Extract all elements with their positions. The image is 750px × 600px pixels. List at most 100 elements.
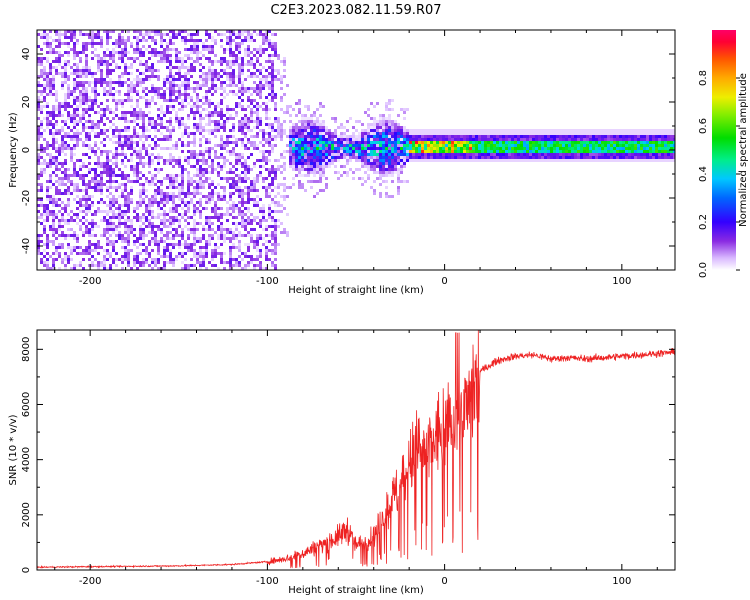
heatmap-cell: [403, 159, 406, 162]
heatmap-cell: [127, 225, 130, 228]
heatmap-cell: [226, 228, 229, 231]
heatmap-cell: [172, 42, 175, 45]
heatmap-cell: [316, 108, 319, 111]
heatmap-cell: [124, 45, 127, 48]
heatmap-cell: [256, 33, 259, 36]
heatmap-cell: [271, 264, 274, 267]
heatmap-cell: [289, 105, 292, 108]
heatmap-cell: [211, 183, 214, 186]
heatmap-cell: [262, 39, 265, 42]
heatmap-cell: [91, 225, 94, 228]
heatmap-cell: [109, 36, 112, 39]
heatmap-cell: [85, 198, 88, 201]
heatmap-cell: [139, 63, 142, 66]
heatmap-cell: [46, 42, 49, 45]
heatmap-cell: [196, 159, 199, 162]
heatmap-cell: [193, 252, 196, 255]
heatmap-cell: [73, 246, 76, 249]
heatmap-cell: [376, 144, 379, 147]
heatmap-cell: [175, 144, 178, 147]
heatmap-cell: [97, 267, 100, 270]
heatmap-cell: [397, 153, 400, 156]
heatmap-cell: [556, 159, 559, 162]
heatmap-cell: [202, 81, 205, 84]
heatmap-cell: [379, 177, 382, 180]
heatmap-cell: [148, 201, 151, 204]
heatmap-cell: [553, 147, 556, 150]
heatmap-cell: [247, 264, 250, 267]
heatmap-cell: [265, 96, 268, 99]
heatmap-cell: [178, 72, 181, 75]
heatmap-cell: [52, 201, 55, 204]
heatmap-cell: [274, 195, 277, 198]
heatmap-cell: [94, 111, 97, 114]
heatmap-cell: [202, 45, 205, 48]
heatmap-cell: [214, 192, 217, 195]
heatmap-cell: [91, 45, 94, 48]
heatmap-cell: [106, 66, 109, 69]
heatmap-cell: [91, 213, 94, 216]
heatmap-cell: [157, 90, 160, 93]
heatmap-cell: [238, 180, 241, 183]
heatmap-cell: [271, 90, 274, 93]
heatmap-cell: [286, 231, 289, 234]
heatmap-cell: [127, 72, 130, 75]
heatmap-cell: [217, 246, 220, 249]
heatmap-cell: [172, 156, 175, 159]
heatmap-cell: [103, 54, 106, 57]
heatmap-cell: [391, 168, 394, 171]
heatmap-cell: [349, 156, 352, 159]
heatmap-cell: [130, 249, 133, 252]
heatmap-cell: [115, 51, 118, 54]
heatmap-cell: [241, 138, 244, 141]
heatmap-cell: [172, 201, 175, 204]
heatmap-cell: [139, 225, 142, 228]
heatmap-cell: [499, 129, 502, 132]
heatmap-cell: [109, 72, 112, 75]
heatmap-cell: [211, 234, 214, 237]
heatmap-cell: [379, 123, 382, 126]
heatmap-cell: [250, 72, 253, 75]
heatmap-cell: [247, 243, 250, 246]
heatmap-cell: [67, 63, 70, 66]
heatmap-cell: [373, 153, 376, 156]
heatmap-cell: [223, 234, 226, 237]
heatmap-cell: [355, 153, 358, 156]
heatmap-cell: [232, 186, 235, 189]
heatmap-cell: [388, 144, 391, 147]
heatmap-cell: [94, 222, 97, 225]
heatmap-cell: [274, 138, 277, 141]
heatmap-cell: [64, 147, 67, 150]
heatmap-cell: [268, 126, 271, 129]
heatmap-cell: [505, 159, 508, 162]
heatmap-cell: [172, 219, 175, 222]
heatmap-cell: [484, 138, 487, 141]
heatmap-cell: [136, 267, 139, 270]
heatmap-cell: [184, 210, 187, 213]
heatmap-cell: [487, 141, 490, 144]
heatmap-cell: [376, 159, 379, 162]
heatmap-cell: [37, 99, 40, 102]
heatmap-cell: [514, 153, 517, 156]
heatmap-cell: [262, 177, 265, 180]
heatmap-cell: [298, 162, 301, 165]
heatmap-cell: [49, 120, 52, 123]
heatmap-cell: [271, 177, 274, 180]
heatmap-cell: [166, 42, 169, 45]
heatmap-cell: [271, 33, 274, 36]
heatmap-cell: [82, 84, 85, 87]
heatmap-cell: [247, 60, 250, 63]
heatmap-cell: [307, 132, 310, 135]
heatmap-cell: [142, 117, 145, 120]
heatmap-cell: [211, 93, 214, 96]
heatmap-cell: [124, 129, 127, 132]
heatmap-cell: [76, 252, 79, 255]
heatmap-cell: [148, 165, 151, 168]
heatmap-cell: [139, 204, 142, 207]
heatmap-cell: [229, 45, 232, 48]
heatmap-cell: [259, 225, 262, 228]
heatmap-cell: [256, 255, 259, 258]
heatmap-cell: [142, 213, 145, 216]
heatmap-cell: [94, 210, 97, 213]
heatmap-cell: [142, 144, 145, 147]
